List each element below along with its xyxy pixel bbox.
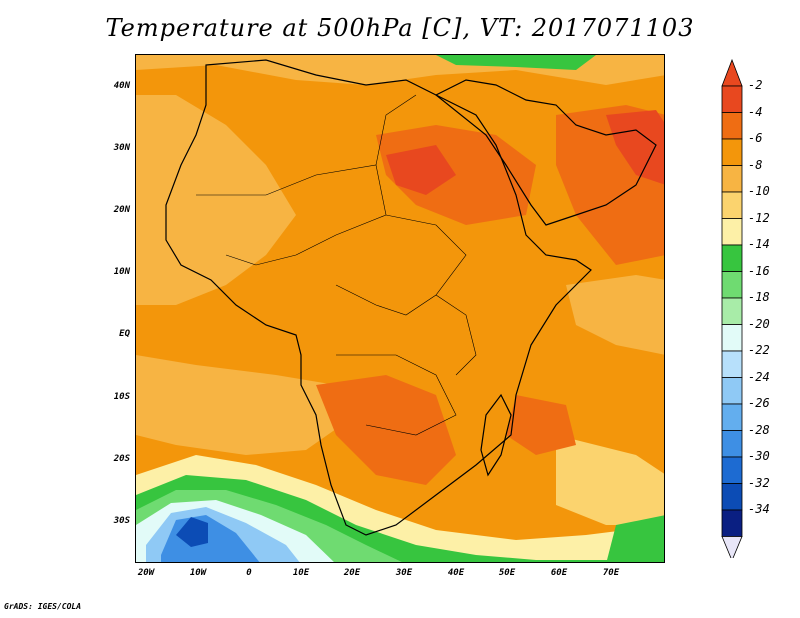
colorbar-swatch [721, 430, 743, 458]
colorbar-tick-label: -8 [748, 157, 763, 172]
colorbar-swatch [721, 377, 743, 405]
lat-label-30s: 30S [113, 516, 130, 526]
colorbar-tick-label: -4 [748, 104, 763, 119]
colorbar-swatch [721, 85, 743, 113]
colorbar-swatch [721, 456, 743, 484]
temperature-field-map [136, 55, 664, 562]
coastlines [165, 59, 657, 536]
field-north-green [436, 55, 596, 70]
colorbar-swatch [721, 324, 743, 352]
colorbar-tick-label: -6 [748, 131, 763, 145]
colorbar-swatch [721, 509, 743, 537]
border-southern [336, 354, 457, 436]
colorbar-swatch [721, 403, 743, 431]
colorbar-top-arrow [721, 58, 743, 87]
colorbar-tick-label: -12 [748, 210, 770, 225]
field-southern-africa-warm [316, 375, 456, 485]
field-west-africa-cool [136, 95, 296, 305]
colorbar-tick-label: -10 [748, 184, 770, 198]
colorbar-swatch [721, 218, 743, 246]
arabia-asia-coastline [434, 79, 657, 226]
colorbar-swatch [721, 165, 743, 193]
lon-label-20e: 20E [343, 568, 361, 578]
field-se-mild [556, 435, 664, 525]
lon-label-20w: 20W [137, 568, 155, 578]
colorbar-swatch [721, 138, 743, 166]
lat-label-20n: 20N [113, 205, 130, 215]
madagascar-coastline [480, 393, 512, 477]
colorbar-tick-label: -18 [748, 290, 770, 304]
map-plot-area [135, 54, 665, 563]
colorbar-tick-label: -16 [748, 263, 770, 278]
colorbar-tick-label: -24 [748, 369, 770, 384]
lat-label-30n: 30N [113, 143, 130, 153]
border-libya-egypt [375, 94, 417, 166]
lon-label-40e: 40E [447, 568, 465, 578]
lon-label-60e: 60E [550, 568, 568, 578]
field-hot-spot-egypt [386, 145, 456, 195]
colorbar-tick-label: -14 [748, 237, 770, 251]
lon-label-10e: 10E [292, 568, 310, 578]
colorbar [721, 58, 743, 558]
credit-text: GrADS: IGES/COLA [4, 602, 82, 611]
colorbar-swatch [721, 350, 743, 378]
colorbar-swatch [721, 191, 743, 219]
lat-label-10s: 10S [113, 392, 130, 402]
field-hot-spot-asia [606, 110, 664, 185]
colorbar-swatch [721, 483, 743, 511]
colorbar-tick-label: -34 [748, 502, 770, 516]
lat-label-eq: EQ [119, 329, 130, 339]
lat-label-20s: 20S [113, 454, 130, 464]
colorbar-tick-label: -26 [748, 396, 770, 410]
colorbar-tick-label: -22 [748, 343, 770, 357]
colorbar-tick-label: -2 [748, 78, 763, 92]
colorbar-tick-label: -32 [748, 475, 770, 490]
colorbar-tick-label: -20 [748, 316, 770, 331]
field-se-green [606, 515, 664, 562]
chart-title: Temperature at 500hPa [C], VT: 201707110… [105, 14, 695, 42]
field-madagascar-warm [506, 395, 576, 455]
colorbar-swatch [721, 297, 743, 325]
border-east [435, 294, 477, 376]
lon-label-70e: 70E [602, 568, 620, 578]
field-cold-core [176, 517, 208, 547]
lon-label-50e: 50E [498, 568, 516, 578]
colorbar-swatch [721, 271, 743, 299]
lat-label-10n: 10N [113, 267, 130, 277]
lon-label-0: 0 [246, 568, 252, 578]
lon-label-30e: 30E [395, 568, 413, 578]
colorbar-swatch [721, 112, 743, 140]
colorbar-tick-label: -30 [748, 449, 770, 463]
field-indian-ocean-mild [566, 275, 664, 355]
africa-coastline [165, 59, 592, 536]
country-borders [196, 94, 477, 436]
colorbar-bottom-arrow [721, 536, 743, 558]
colorbar-tick-label: -28 [748, 422, 770, 437]
lon-label-10w: 10W [189, 568, 207, 578]
colorbar-swatch [721, 244, 743, 272]
lat-label-40n: 40N [113, 81, 130, 91]
